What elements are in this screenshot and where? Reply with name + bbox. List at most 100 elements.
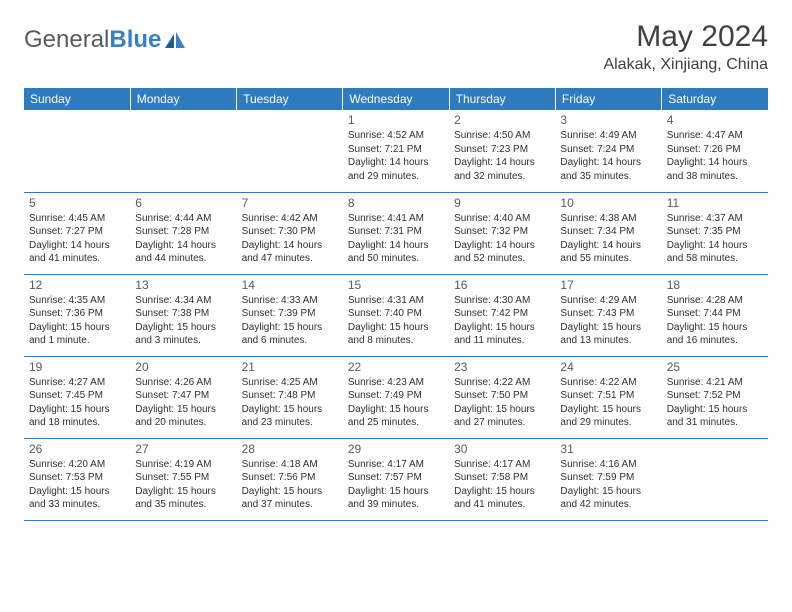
calendar-day-cell: 7 Sunrise: 4:42 AMSunset: 7:30 PMDaylight… xyxy=(237,192,343,274)
day-number: 23 xyxy=(454,360,550,374)
day-number: 19 xyxy=(29,360,125,374)
calendar-day-cell: 10 Sunrise: 4:38 AMSunset: 7:34 PMDayligh… xyxy=(555,192,661,274)
calendar-day-cell: 8Sunrise: 4:41 AMSunset: 7:31 PMDaylight… xyxy=(343,192,449,274)
day-info: Sunrise: 4:22 AMSunset: 7:50 PMDaylight:… xyxy=(454,376,550,430)
day-info: Sunrise: 4:50 AMSunset: 7:23 PMDaylight:… xyxy=(454,129,550,183)
day-info: Sunrise: 4:19 AMSunset: 7:55 PMDaylight:… xyxy=(135,458,231,512)
day-info: Sunrise: 4:34 AMSunset: 7:38 PMDaylight:… xyxy=(135,294,231,348)
day-info: Sunrise: 4:44 AMSunset: 7:28 PMDaylight:… xyxy=(135,212,231,266)
calendar-week-row: 26 Sunrise: 4:20 AMSunset: 7:53 PMDayligh… xyxy=(24,438,768,520)
day-number: 2 xyxy=(454,113,550,127)
day-number: 17 xyxy=(560,278,656,292)
day-number: 20 xyxy=(135,360,231,374)
day-number: 9 xyxy=(454,196,550,210)
day-info: Sunrise: 4:17 AMSunset: 7:58 PMDaylight:… xyxy=(454,458,550,512)
day-number: 28 xyxy=(242,442,338,456)
day-number: 14 xyxy=(242,278,338,292)
day-info: Sunrise: 4:49 AMSunset: 7:24 PMDaylight:… xyxy=(560,129,656,183)
calendar-day-cell: 18 Sunrise: 4:28 AMSunset: 7:44 PMDayligh… xyxy=(662,274,768,356)
logo: GeneralBlue xyxy=(24,20,185,54)
day-number: 31 xyxy=(560,442,656,456)
calendar-day-cell: 2 Sunrise: 4:50 AMSunset: 7:23 PMDaylight… xyxy=(449,110,555,192)
day-number: 22 xyxy=(348,360,444,374)
day-info: Sunrise: 4:28 AMSunset: 7:44 PMDaylight:… xyxy=(667,294,763,348)
calendar-day-cell: 24Sunrise: 4:22 AMSunset: 7:51 PMDayligh… xyxy=(555,356,661,438)
calendar-day-cell: 9Sunrise: 4:40 AMSunset: 7:32 PMDaylight… xyxy=(449,192,555,274)
calendar-empty-cell xyxy=(130,110,236,192)
day-number: 5 xyxy=(29,196,125,210)
calendar-day-cell: 4 Sunrise: 4:47 AMSunset: 7:26 PMDaylight… xyxy=(662,110,768,192)
day-number: 10 xyxy=(560,196,656,210)
day-info: Sunrise: 4:35 AMSunset: 7:36 PMDaylight:… xyxy=(29,294,125,348)
calendar-day-cell: 17 Sunrise: 4:29 AMSunset: 7:43 PMDayligh… xyxy=(555,274,661,356)
calendar-day-cell: 11Sunrise: 4:37 AMSunset: 7:35 PMDayligh… xyxy=(662,192,768,274)
calendar-day-cell: 27Sunrise: 4:19 AMSunset: 7:55 PMDayligh… xyxy=(130,438,236,520)
weekday-header: Saturday xyxy=(662,88,768,110)
day-info: Sunrise: 4:20 AMSunset: 7:53 PMDaylight:… xyxy=(29,458,125,512)
calendar-day-cell: 13 Sunrise: 4:34 AMSunset: 7:38 PMDayligh… xyxy=(130,274,236,356)
day-number: 6 xyxy=(135,196,231,210)
weekday-header: Monday xyxy=(130,88,236,110)
weekday-header: Wednesday xyxy=(343,88,449,110)
calendar-day-cell: 25Sunrise: 4:21 AMSunset: 7:52 PMDayligh… xyxy=(662,356,768,438)
calendar-table: SundayMondayTuesdayWednesdayThursdayFrid… xyxy=(24,88,768,521)
day-number: 1 xyxy=(348,113,444,127)
day-info: Sunrise: 4:41 AMSunset: 7:31 PMDaylight:… xyxy=(348,212,444,266)
day-number: 7 xyxy=(242,196,338,210)
calendar-day-cell: 19 Sunrise: 4:27 AMSunset: 7:45 PMDayligh… xyxy=(24,356,130,438)
calendar-day-cell: 5 Sunrise: 4:45 AMSunset: 7:27 PMDaylight… xyxy=(24,192,130,274)
day-info: Sunrise: 4:23 AMSunset: 7:49 PMDaylight:… xyxy=(348,376,444,430)
calendar-day-cell: 31Sunrise: 4:16 AMSunset: 7:59 PMDayligh… xyxy=(555,438,661,520)
day-number: 21 xyxy=(242,360,338,374)
calendar-empty-cell xyxy=(24,110,130,192)
calendar-day-cell: 29 Sunrise: 4:17 AMSunset: 7:57 PMDayligh… xyxy=(343,438,449,520)
calendar-empty-cell xyxy=(237,110,343,192)
calendar-day-cell: 15Sunrise: 4:31 AMSunset: 7:40 PMDayligh… xyxy=(343,274,449,356)
calendar-day-cell: 30Sunrise: 4:17 AMSunset: 7:58 PMDayligh… xyxy=(449,438,555,520)
day-number: 13 xyxy=(135,278,231,292)
calendar-day-cell: 12Sunrise: 4:35 AMSunset: 7:36 PMDayligh… xyxy=(24,274,130,356)
day-info: Sunrise: 4:22 AMSunset: 7:51 PMDaylight:… xyxy=(560,376,656,430)
day-number: 29 xyxy=(348,442,444,456)
day-number: 18 xyxy=(667,278,763,292)
calendar-week-row: 12Sunrise: 4:35 AMSunset: 7:36 PMDayligh… xyxy=(24,274,768,356)
day-info: Sunrise: 4:33 AMSunset: 7:39 PMDaylight:… xyxy=(242,294,338,348)
day-number: 4 xyxy=(667,113,763,127)
day-number: 3 xyxy=(560,113,656,127)
calendar-day-cell: 6 Sunrise: 4:44 AMSunset: 7:28 PMDaylight… xyxy=(130,192,236,274)
logo-text-blue: Blue xyxy=(109,26,161,53)
day-info: Sunrise: 4:47 AMSunset: 7:26 PMDaylight:… xyxy=(667,129,763,183)
day-info: Sunrise: 4:31 AMSunset: 7:40 PMDaylight:… xyxy=(348,294,444,348)
weekday-header: Thursday xyxy=(449,88,555,110)
day-info: Sunrise: 4:29 AMSunset: 7:43 PMDaylight:… xyxy=(560,294,656,348)
logo-sails-icon xyxy=(165,32,185,48)
location-text: Alakak, Xinjiang, China xyxy=(603,56,768,74)
calendar-page: GeneralBlue May 2024 Alakak, Xinjiang, C… xyxy=(0,0,792,531)
day-number: 26 xyxy=(29,442,125,456)
calendar-day-cell: 26 Sunrise: 4:20 AMSunset: 7:53 PMDayligh… xyxy=(24,438,130,520)
day-info: Sunrise: 4:52 AMSunset: 7:21 PMDaylight:… xyxy=(348,129,444,183)
day-info: Sunrise: 4:21 AMSunset: 7:52 PMDaylight:… xyxy=(667,376,763,430)
day-number: 16 xyxy=(454,278,550,292)
weekday-header: Tuesday xyxy=(237,88,343,110)
calendar-day-cell: 20Sunrise: 4:26 AMSunset: 7:47 PMDayligh… xyxy=(130,356,236,438)
day-info: Sunrise: 4:38 AMSunset: 7:34 PMDaylight:… xyxy=(560,212,656,266)
day-info: Sunrise: 4:30 AMSunset: 7:42 PMDaylight:… xyxy=(454,294,550,348)
calendar-day-cell: 28Sunrise: 4:18 AMSunset: 7:56 PMDayligh… xyxy=(237,438,343,520)
calendar-week-row: 1 Sunrise: 4:52 AMSunset: 7:21 PMDaylight… xyxy=(24,110,768,192)
month-title: May 2024 xyxy=(603,20,768,54)
day-info: Sunrise: 4:45 AMSunset: 7:27 PMDaylight:… xyxy=(29,212,125,266)
weekday-header: Sunday xyxy=(24,88,130,110)
calendar-day-cell: 14 Sunrise: 4:33 AMSunset: 7:39 PMDayligh… xyxy=(237,274,343,356)
logo-text-gray: General xyxy=(24,26,109,53)
day-info: Sunrise: 4:25 AMSunset: 7:48 PMDaylight:… xyxy=(242,376,338,430)
day-info: Sunrise: 4:17 AMSunset: 7:57 PMDaylight:… xyxy=(348,458,444,512)
calendar-day-cell: 23 Sunrise: 4:22 AMSunset: 7:50 PMDayligh… xyxy=(449,356,555,438)
calendar-body: 1 Sunrise: 4:52 AMSunset: 7:21 PMDaylight… xyxy=(24,110,768,520)
day-info: Sunrise: 4:42 AMSunset: 7:30 PMDaylight:… xyxy=(242,212,338,266)
calendar-empty-cell xyxy=(662,438,768,520)
day-info: Sunrise: 4:27 AMSunset: 7:45 PMDaylight:… xyxy=(29,376,125,430)
title-block: May 2024 Alakak, Xinjiang, China xyxy=(603,20,768,74)
calendar-day-cell: 21 Sunrise: 4:25 AMSunset: 7:48 PMDayligh… xyxy=(237,356,343,438)
day-info: Sunrise: 4:37 AMSunset: 7:35 PMDaylight:… xyxy=(667,212,763,266)
